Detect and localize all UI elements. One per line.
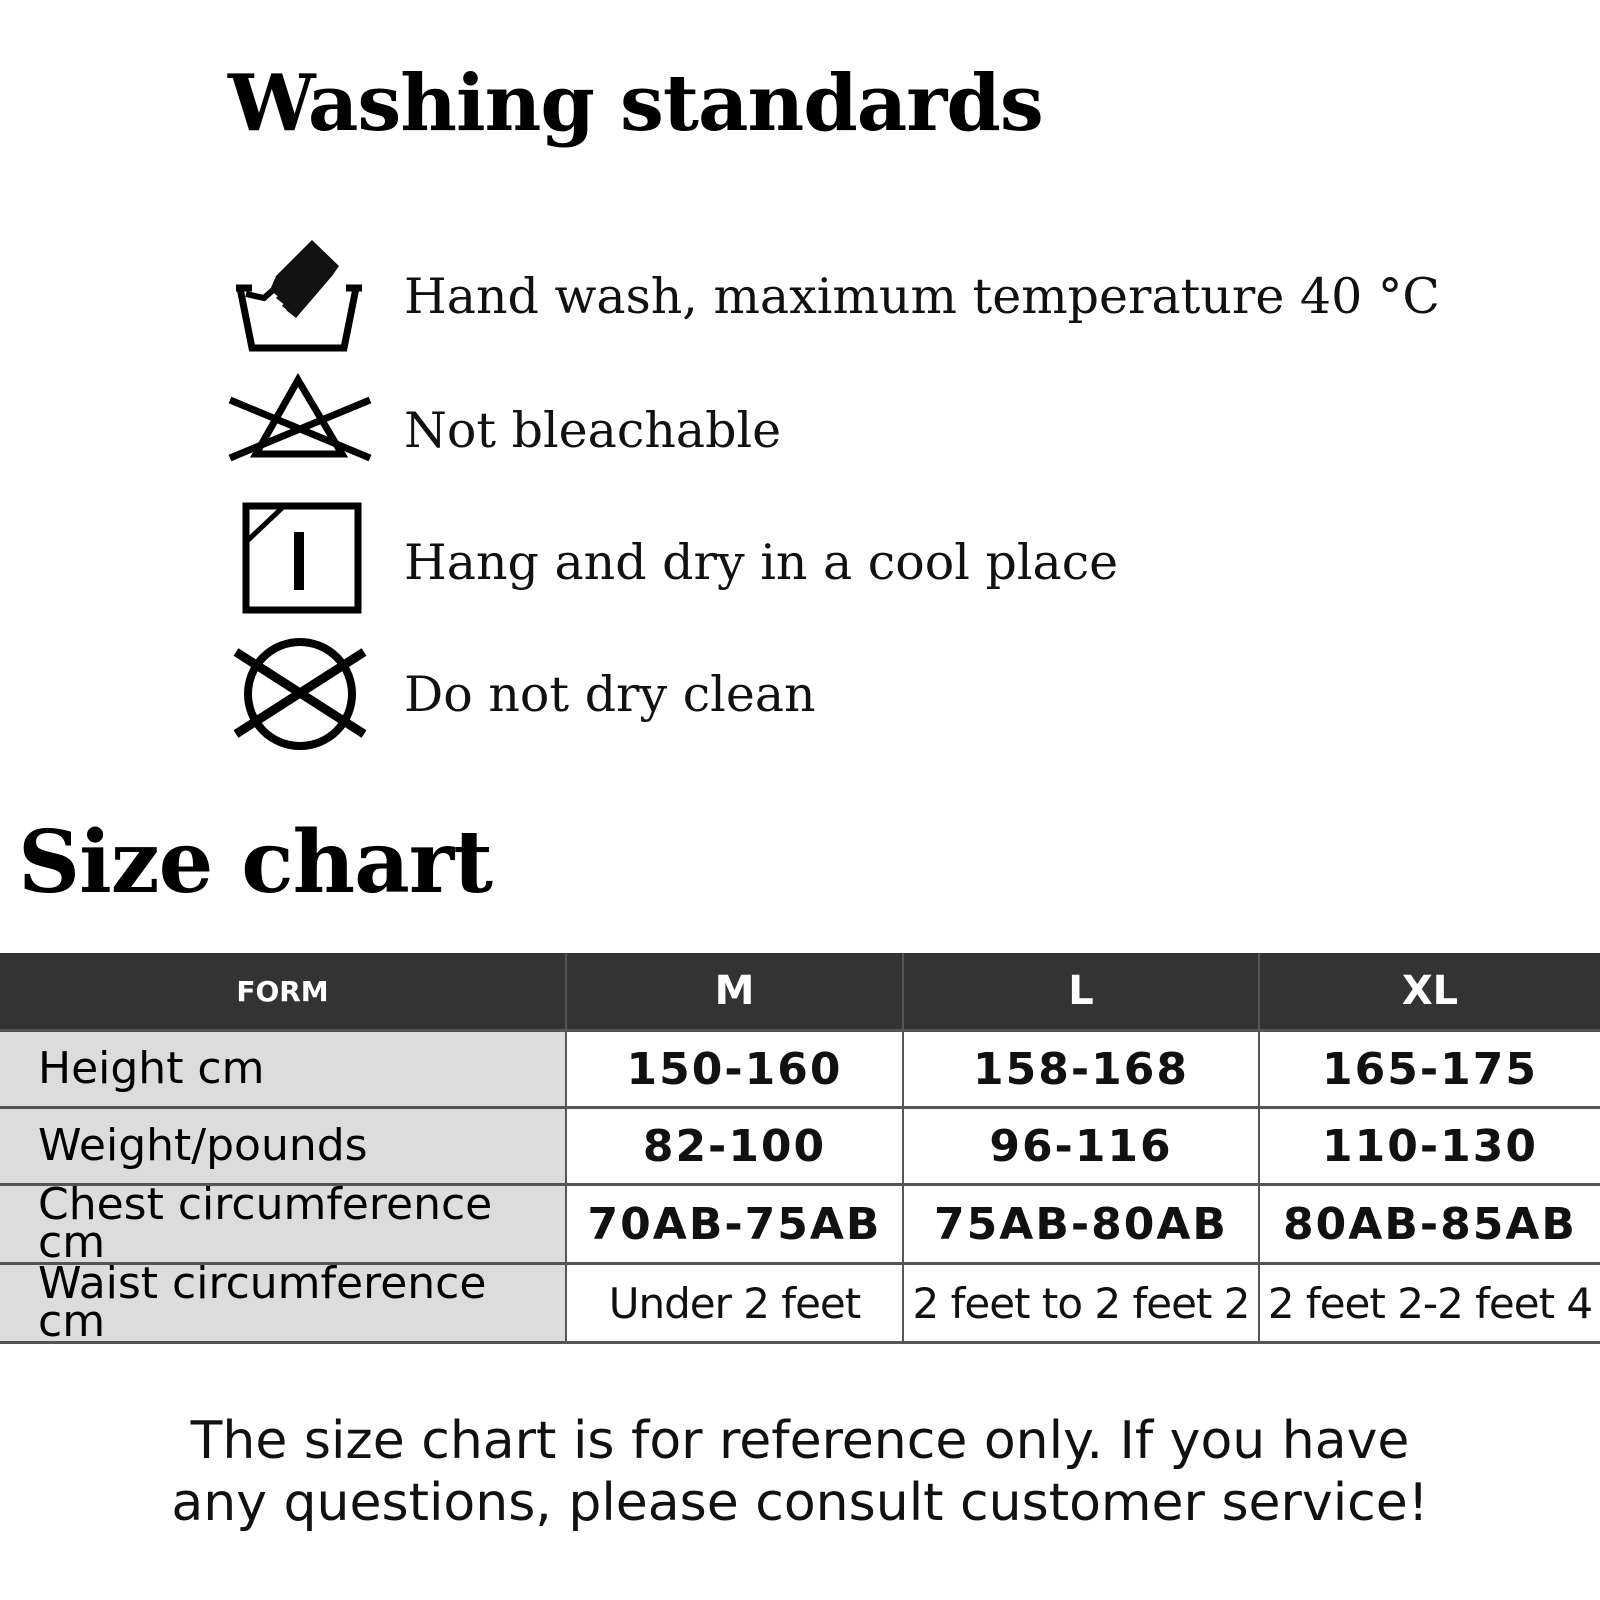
row-label: Height cm <box>0 1029 566 1108</box>
cell: 96-116 <box>902 1106 1259 1185</box>
header-xl: XL <box>1258 953 1600 1031</box>
care-item-hang-dry: Hang and dry in a cool place <box>224 502 1584 622</box>
note-line-1: The size chart is for reference only. If… <box>190 1411 1410 1471</box>
row-label: Chest circumference cm <box>0 1183 566 1265</box>
hang-dry-shade-icon <box>242 502 362 614</box>
washing-title: Washing standards <box>228 58 1044 149</box>
cell: 150-160 <box>565 1029 903 1108</box>
table-header-row: FORM M L XL <box>0 953 1600 1031</box>
size-chart-title: Size chart <box>18 812 493 913</box>
table-row: Chest circumference cm 70AB-75AB 75AB-80… <box>0 1183 1600 1265</box>
care-item-hand-wash: Hand wash, maximum temperature 40 °C <box>224 236 1584 356</box>
size-table: FORM M L XL Height cm 150-160 158-168 16… <box>0 953 1600 1344</box>
table-row: Waist circumference cm Under 2 feet 2 fe… <box>0 1262 1600 1344</box>
note-line-2: any questions, please consult customer s… <box>171 1473 1429 1533</box>
cell: 80AB-85AB <box>1258 1183 1600 1264</box>
cell: 158-168 <box>902 1029 1259 1108</box>
row-label: Waist circumference cm <box>0 1262 566 1344</box>
cell: 75AB-80AB <box>902 1183 1259 1264</box>
header-m: M <box>565 953 903 1031</box>
no-bleach-icon <box>228 373 372 462</box>
care-item-no-dry-clean: Do not dry clean <box>224 634 1584 754</box>
care-label: Not bleachable <box>404 401 782 459</box>
header-form: FORM <box>0 953 566 1031</box>
table-row: Height cm 150-160 158-168 165-175 <box>0 1029 1600 1108</box>
care-label: Hand wash, maximum temperature 40 °C <box>404 267 1440 325</box>
row-label: Weight/pounds <box>0 1106 566 1185</box>
hand-wash-icon <box>236 240 362 352</box>
header-l: L <box>902 953 1259 1031</box>
care-label: Hang and dry in a cool place <box>404 533 1119 591</box>
cell: 2 feet 2-2 feet 4 <box>1258 1262 1600 1344</box>
cell: 110-130 <box>1258 1106 1600 1185</box>
cell: Under 2 feet <box>565 1262 903 1344</box>
reference-note: The size chart is for reference only. If… <box>0 1410 1600 1534</box>
table-row: Weight/pounds 82-100 96-116 110-130 <box>0 1106 1600 1185</box>
cell: 2 feet to 2 feet 2 <box>902 1262 1259 1344</box>
care-label: Do not dry clean <box>404 665 816 723</box>
cell: 165-175 <box>1258 1029 1600 1108</box>
cell: 82-100 <box>565 1106 903 1185</box>
no-dry-clean-icon <box>233 638 367 750</box>
cell: 70AB-75AB <box>565 1183 903 1264</box>
care-item-no-bleach: Not bleachable <box>224 370 1584 490</box>
